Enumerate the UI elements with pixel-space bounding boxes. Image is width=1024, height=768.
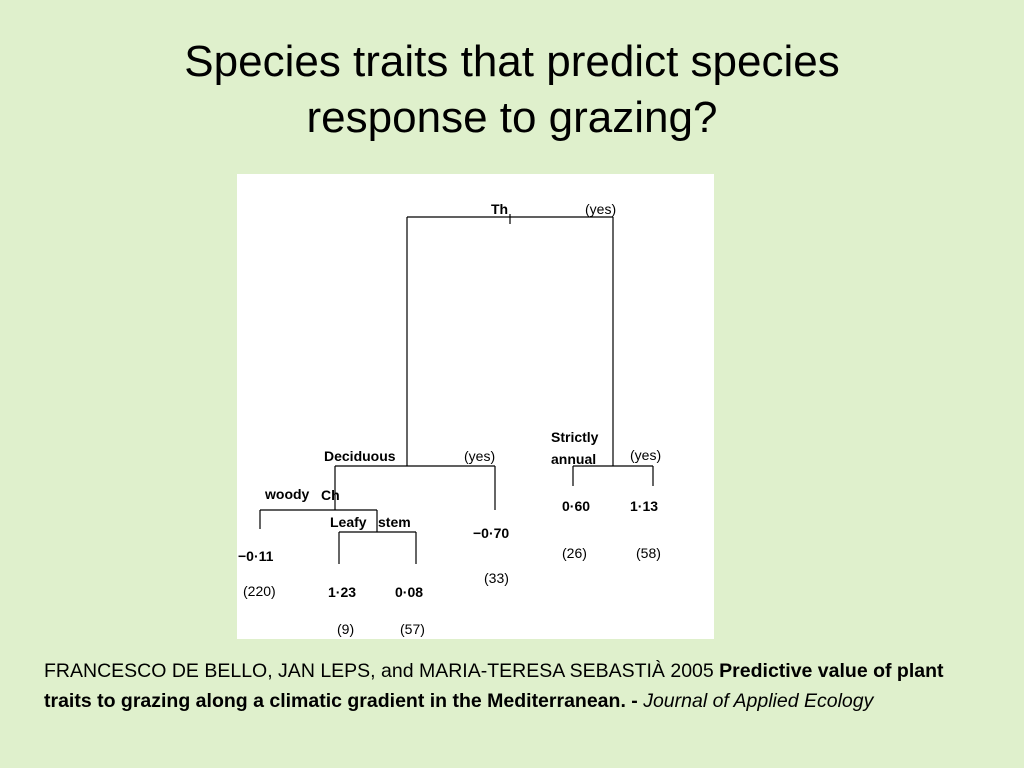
node-label-annual: annual <box>551 451 596 467</box>
leaf-value-annual-right: 1·13 <box>630 498 658 514</box>
leaf-value-stem: 0·08 <box>395 584 423 600</box>
tree-edges <box>259 214 654 564</box>
citation-title: Predictive value of plant traits to graz… <box>44 660 944 712</box>
slide-title-line-2: response to grazing? <box>306 93 718 142</box>
node-yes-th: (yes) <box>585 201 616 217</box>
leaf-value-leafy: 1·23 <box>328 584 356 600</box>
node-yes-deciduous: (yes) <box>464 448 495 464</box>
citation-authors: FRANCESCO DE BELLO, JAN LEPS, and MARIA-… <box>44 660 720 682</box>
node-yes-annual: (yes) <box>630 447 661 463</box>
leaf-n-annual-right: (58) <box>636 545 661 561</box>
citation-journal: Journal of Applied Ecology <box>643 690 874 712</box>
leaf-n-deciduous-right: (33) <box>484 570 509 586</box>
regression-tree-figure: Th (yes) Deciduous (yes) woody Ch Leafy … <box>237 174 714 639</box>
leaf-n-leafy: (9) <box>337 621 354 637</box>
citation-separator: - <box>625 690 644 712</box>
regression-tree-diagram: Th (yes) Deciduous (yes) woody Ch Leafy … <box>238 201 661 637</box>
node-label-leafy: Leafy <box>330 514 367 530</box>
slide-title-line-1: Species traits that predict species <box>184 37 840 86</box>
node-label-ch: Ch <box>321 487 340 503</box>
citation: FRANCESCO DE BELLO, JAN LEPS, and MARIA-… <box>44 656 984 716</box>
leaf-n-stem: (57) <box>400 621 425 637</box>
leaf-value-deciduous-right: −0·70 <box>473 525 509 541</box>
node-label-stem: stem <box>378 514 411 530</box>
leaf-value-woody-left: −0·11 <box>238 548 274 564</box>
slide-title: Species traits that predict species resp… <box>0 34 1024 146</box>
node-label-strictly: Strictly <box>551 429 599 445</box>
leaf-n-woody-left: (220) <box>243 583 276 599</box>
node-label-th: Th <box>491 201 508 217</box>
node-label-woody: woody <box>264 486 310 502</box>
node-label-deciduous: Deciduous <box>324 448 396 464</box>
leaf-value-annual-left: 0·60 <box>562 498 590 514</box>
leaf-n-annual-left: (26) <box>562 545 587 561</box>
